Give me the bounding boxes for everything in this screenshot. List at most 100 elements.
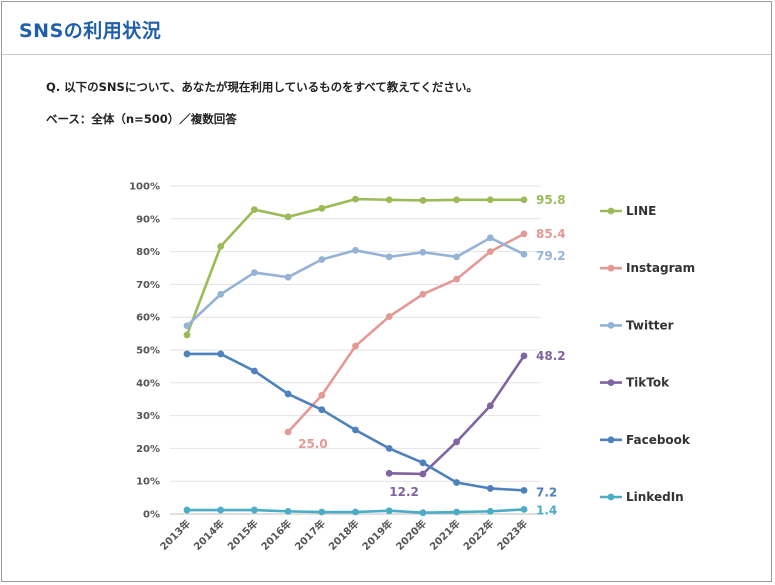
legend-marker <box>607 264 615 272</box>
data-point <box>183 322 191 330</box>
legend-label-linkedin: LinkedIn <box>626 490 684 504</box>
data-point <box>183 331 191 339</box>
data-point <box>183 350 191 358</box>
data-point <box>352 508 359 516</box>
data-point <box>520 486 528 494</box>
data-point <box>217 350 225 358</box>
data-point <box>284 390 292 398</box>
y-tick-label: 70% <box>136 280 160 291</box>
data-point <box>520 230 528 238</box>
data-label: 1.4 <box>536 503 557 517</box>
data-label: 79.2 <box>536 249 566 263</box>
y-tick-label: 10% <box>136 477 160 488</box>
data-point <box>217 242 225 250</box>
data-point <box>352 195 359 203</box>
x-tick-label: 2021年 <box>427 517 463 553</box>
data-point <box>217 290 225 298</box>
legend-label-instagram: Instagram <box>626 261 695 275</box>
x-tick-label: 2020年 <box>393 517 429 553</box>
legend-label-tiktok: TikTok <box>626 376 670 390</box>
data-point <box>520 250 528 258</box>
legend-label-facebook: Facebook <box>626 433 691 447</box>
x-tick-label: 2023年 <box>494 517 530 553</box>
y-tick-label: 90% <box>136 214 160 225</box>
data-point <box>453 275 460 283</box>
data-point <box>251 367 258 375</box>
data-label: 85.4 <box>536 227 566 241</box>
data-point <box>486 507 494 515</box>
data-point <box>251 206 258 214</box>
data-point <box>318 204 326 212</box>
data-point <box>183 506 191 514</box>
data-point <box>486 402 494 410</box>
data-point <box>251 269 258 276</box>
data-point <box>284 213 292 221</box>
x-tick-label: 2015年 <box>225 517 261 553</box>
data-point <box>385 469 393 477</box>
data-point <box>419 248 427 256</box>
data-point <box>385 313 393 320</box>
data-label: 7.2 <box>536 485 557 499</box>
data-point <box>352 246 359 254</box>
data-point <box>453 196 460 204</box>
data-point <box>419 197 427 204</box>
y-tick-label: 20% <box>136 444 160 455</box>
data-point <box>486 248 494 256</box>
data-point <box>385 507 393 515</box>
page-title: SNSの利用状況 <box>19 20 162 42</box>
data-point <box>453 479 460 486</box>
legend-marker <box>607 379 615 386</box>
data-point <box>453 438 460 446</box>
data-point <box>318 256 326 263</box>
y-tick-label: 80% <box>136 247 160 258</box>
data-label: 25.0 <box>298 437 328 451</box>
series-line-instagram <box>287 232 525 433</box>
data-point <box>385 196 393 204</box>
data-point <box>419 459 427 467</box>
x-tick-label: 2018年 <box>326 517 362 553</box>
data-point <box>385 445 393 452</box>
y-tick-label: 40% <box>136 378 160 389</box>
data-label: 95.8 <box>536 193 566 207</box>
data-point <box>385 253 393 261</box>
x-tick-label: 2022年 <box>460 517 496 553</box>
legend-label-line: LINE <box>626 204 656 218</box>
data-point <box>453 508 460 516</box>
legend-marker <box>607 322 615 329</box>
data-point <box>352 342 359 350</box>
data-point <box>284 428 292 436</box>
data-point <box>419 509 427 517</box>
x-tick-label: 2017年 <box>292 517 328 553</box>
legend-label-twitter: Twitter <box>626 318 674 332</box>
x-tick-label: 2014年 <box>191 517 227 553</box>
data-point <box>318 508 326 516</box>
base-note: ベース：全体（n=500）／複数回答 <box>46 112 237 126</box>
data-point <box>486 234 494 242</box>
data-point <box>318 391 326 399</box>
y-tick-label: 50% <box>136 346 160 357</box>
data-point <box>217 506 225 514</box>
data-point <box>251 506 258 514</box>
data-point <box>486 196 494 204</box>
x-tick-label: 2016年 <box>258 517 294 553</box>
data-point <box>520 196 528 204</box>
x-tick-label: 2019年 <box>359 517 395 553</box>
legend-marker <box>607 493 615 501</box>
legend-marker <box>607 436 615 444</box>
question-text: Q. 以下のSNSについて、あなたが現在利用しているものをすべて教えてください。 <box>46 80 478 94</box>
data-point <box>318 406 326 414</box>
legend-marker <box>607 207 615 215</box>
x-tick-label: 2013年 <box>157 517 193 553</box>
data-point <box>284 273 292 281</box>
header-bar: SNSの利用状況 <box>2 2 771 55</box>
data-point <box>419 470 427 478</box>
data-point <box>453 253 460 261</box>
data-label: 48.2 <box>536 349 566 363</box>
data-point <box>284 507 292 515</box>
y-tick-label: 60% <box>136 313 160 324</box>
data-point <box>520 352 528 360</box>
data-point <box>352 426 359 434</box>
data-point <box>419 290 427 298</box>
